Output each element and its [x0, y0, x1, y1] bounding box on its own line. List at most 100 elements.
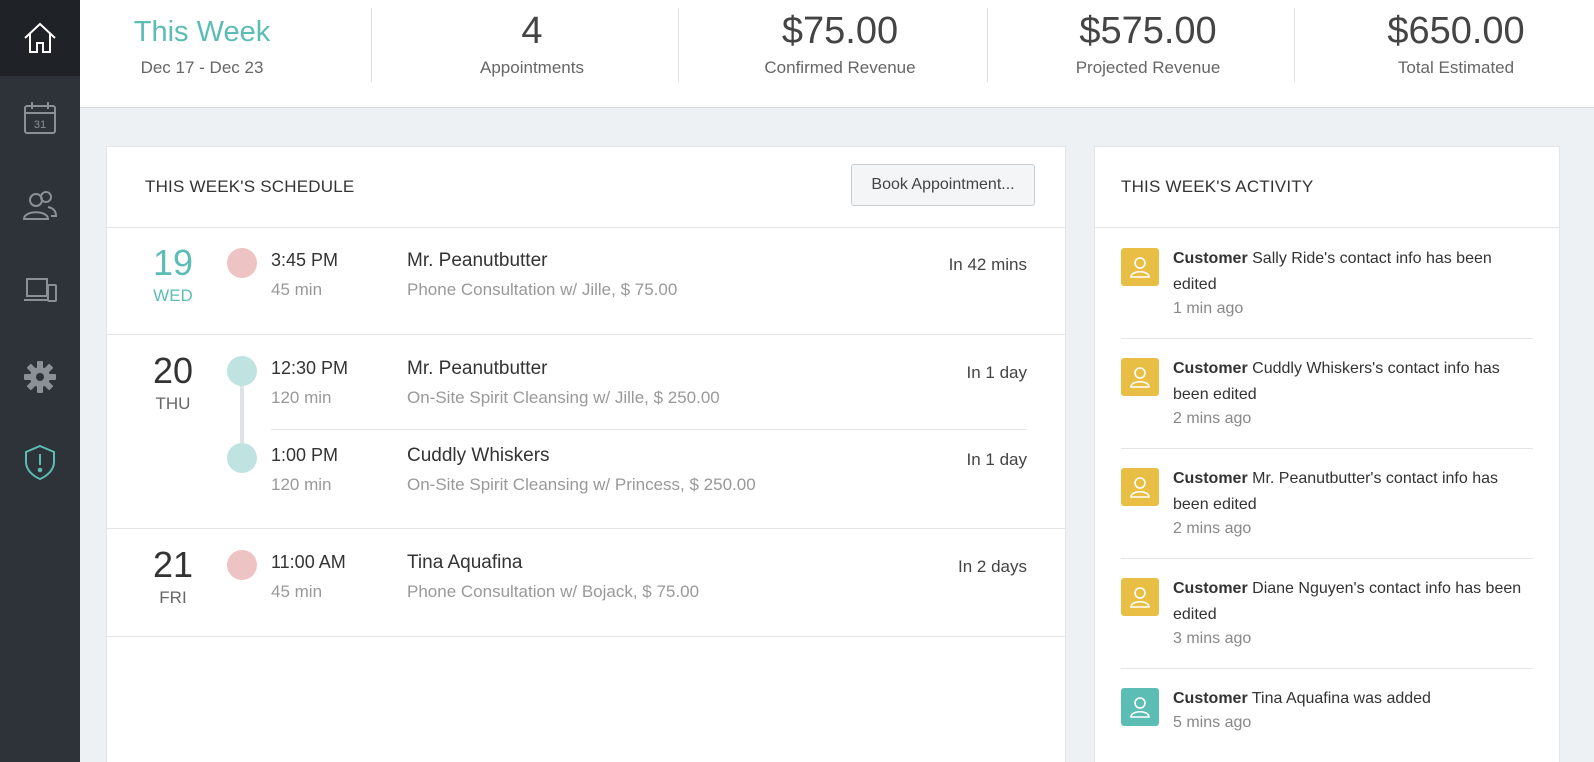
appointment-description: Phone Consultation w/ Bojack, $ 75.00 [407, 582, 700, 601]
appointment-relative-time: In 2 days [958, 557, 1027, 576]
projected-label: Projected Revenue [1075, 58, 1221, 77]
activity-item: Customer Cuddly Whiskers's contact info … [1121, 356, 1533, 456]
appointment-customer[interactable]: Tina Aquafina [407, 552, 523, 573]
nav-calendar[interactable]: 31 [0, 80, 80, 156]
appointment-customer[interactable]: Mr. Peanutbutter [407, 358, 548, 379]
appointment-relative-time: In 1 day [966, 363, 1028, 382]
nav-home[interactable] [0, 0, 80, 76]
stats-bar: This Week Dec 17 - Dec 23 4 Appointments… [80, 0, 1594, 108]
appointment-customer[interactable]: Mr. Peanutbutter [407, 250, 548, 271]
activity-message: Mr. Peanutbutter's contact info has been… [1173, 470, 1498, 513]
avatar [1121, 358, 1159, 396]
shield-alert-icon [25, 444, 55, 481]
total-label: Total Estimated [1397, 58, 1515, 77]
day-number: 20 [152, 350, 194, 391]
avatar [1121, 688, 1159, 726]
sidebar: 31 [0, 0, 80, 762]
nav-settings[interactable] [0, 339, 80, 415]
confirmed-value: $75.00 [781, 10, 899, 52]
projected-value: $575.00 [1079, 10, 1217, 52]
activity-item: Customer Diane Nguyen's contact info has… [1121, 576, 1533, 676]
calendar-icon: 31 [24, 102, 56, 134]
people-icon [22, 191, 58, 220]
divider [1294, 8, 1295, 82]
stat-confirmed-revenue: $75.00 Confirmed Revenue [740, 0, 940, 108]
activity-item: Customer Sally Ride's contact info has b… [1121, 246, 1533, 346]
schedule-title: THIS WEEK'S SCHEDULE [145, 177, 355, 196]
appointment-duration: 45 min [271, 582, 323, 601]
activity-time: 5 mins ago [1173, 714, 1252, 731]
appointment-duration: 120 min [271, 475, 332, 494]
total-value: $650.00 [1387, 10, 1525, 52]
appointment-time: 12:30 PM [271, 358, 349, 378]
user-icon [1130, 257, 1150, 278]
activity-item: Customer Mr. Peanutbutter's contact info… [1121, 466, 1533, 566]
book-appointment-button[interactable]: Book Appointment... [851, 164, 1035, 206]
schedule-panel: THIS WEEK'S SCHEDULE Book Appointment...… [106, 146, 1066, 762]
appointment-customer[interactable]: Cuddly Whiskers [407, 445, 550, 466]
panel-header-rule [1095, 227, 1559, 228]
appointment-duration: 120 min [271, 388, 332, 407]
activity-kind: Customer [1173, 470, 1248, 487]
status-dot [227, 443, 257, 473]
week-title: This Week [133, 16, 271, 48]
stat-appointments: 4 Appointments [432, 0, 632, 108]
activity-item: Customer Tina Aquafina was added 5 mins … [1121, 686, 1533, 756]
divider [371, 8, 372, 82]
nav-security[interactable] [0, 424, 80, 500]
nav-customers[interactable] [0, 168, 80, 244]
activity-divider [1121, 668, 1533, 669]
activity-kind: Customer [1173, 250, 1248, 267]
devices-icon [24, 278, 57, 302]
stat-week: This Week Dec 17 - Dec 23 [116, 0, 288, 108]
activity-kind: Customer [1173, 360, 1248, 377]
appointments-value: 4 [521, 10, 543, 52]
timeline-connector [240, 372, 244, 460]
stat-projected-revenue: $575.00 Projected Revenue [1048, 0, 1248, 108]
status-dot [227, 550, 257, 580]
day-name: WED [153, 286, 193, 305]
avatar [1121, 468, 1159, 506]
activity-text: Customer Tina Aquafina was added [1173, 686, 1533, 712]
user-icon [1130, 697, 1150, 718]
gear-icon [24, 361, 56, 393]
home-icon [24, 22, 56, 53]
day-group: 20 THU 12:30 PM 120 min Mr. Peanutbutter… [107, 336, 1065, 529]
appointment-relative-time: In 42 mins [948, 255, 1027, 274]
activity-divider [1121, 338, 1533, 339]
appointment-description: Phone Consultation w/ Jille, $ 75.00 [407, 280, 678, 299]
confirmed-label: Confirmed Revenue [764, 58, 916, 77]
week-range: Dec 17 - Dec 23 [140, 58, 264, 77]
status-dot [227, 356, 257, 386]
activity-divider [1121, 448, 1533, 449]
svg-text:31: 31 [34, 119, 46, 131]
activity-panel: THIS WEEK'S ACTIVITY Customer Sally Ride… [1094, 146, 1560, 762]
day-group: 19 WED 3:45 PM 45 min Mr. Peanutbutter P… [107, 228, 1065, 335]
avatar [1121, 248, 1159, 286]
activity-divider [1121, 558, 1533, 559]
activity-text: Customer Sally Ride's contact info has b… [1173, 246, 1533, 298]
divider [987, 8, 988, 82]
activity-message: Tina Aquafina was added [1247, 690, 1431, 707]
appointment-duration: 45 min [271, 280, 323, 299]
user-icon [1130, 477, 1150, 498]
activity-title: THIS WEEK'S ACTIVITY [1121, 177, 1314, 196]
activity-kind: Customer [1173, 690, 1248, 707]
appointment-relative-time: In 1 day [966, 450, 1028, 469]
appointment-description: On-Site Spirit Cleansing w/ Jille, $ 250… [407, 388, 720, 407]
activity-time: 1 min ago [1173, 300, 1244, 317]
appointments-label: Appointments [480, 58, 584, 77]
day-number: 21 [152, 544, 194, 585]
activity-text: Customer Cuddly Whiskers's contact info … [1173, 356, 1533, 408]
user-icon [1130, 587, 1150, 608]
day-number: 19 [152, 242, 194, 283]
stat-total-estimated: $650.00 Total Estimated [1356, 0, 1556, 108]
appointment-time: 3:45 PM [271, 250, 339, 270]
activity-message: Cuddly Whiskers's contact info has been … [1173, 360, 1500, 403]
activity-message: Diane Nguyen's contact info has been edi… [1173, 580, 1522, 623]
activity-kind: Customer [1173, 580, 1248, 597]
nav-devices[interactable] [0, 253, 80, 329]
day-name: FRI [159, 588, 187, 607]
status-dot [227, 248, 257, 278]
panel-header-rule [107, 227, 1065, 228]
